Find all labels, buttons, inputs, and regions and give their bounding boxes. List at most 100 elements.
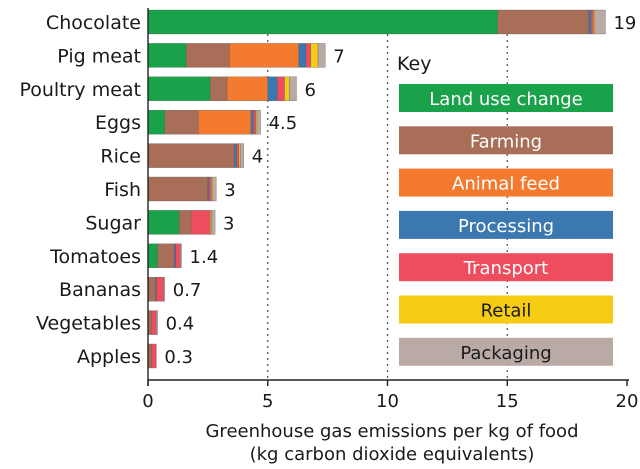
- category-label: Tomatoes: [49, 246, 141, 268]
- legend-title: Key: [397, 53, 431, 75]
- legend: Key Land use change Farming Animal feed Pro…: [397, 53, 613, 366]
- category-label: Pig meat: [57, 45, 141, 67]
- bar-segment-poultry-meat-transport: [277, 76, 285, 101]
- x-axis-title: Greenhouse gas emissions per kg of food: [205, 421, 578, 442]
- legend-swatch: [399, 168, 613, 197]
- bar-segment-poultry-meat-retail: [284, 76, 290, 101]
- bars: [147, 9, 606, 369]
- legend-swatch: [399, 210, 613, 239]
- bar-segment-rice-farming: [147, 143, 235, 168]
- bar-segment-tomatoes-land-use-change: [147, 243, 158, 268]
- bar-segment-rice-packaging: [240, 143, 244, 168]
- category-labels: Chocolate Pig meat Poultry meat Eggs Rice Fis…: [19, 12, 141, 368]
- x-axis: 0 5 10 15 20: [142, 8, 638, 412]
- bar-segment-poultry-meat-farming: [210, 76, 228, 101]
- legend-label: Transport: [463, 258, 548, 279]
- bar-segment-tomatoes-transport: [175, 243, 181, 268]
- legend-label: Animal feed: [452, 174, 560, 195]
- legend-swatch: [399, 295, 613, 324]
- bar-segment-fish-retail: [211, 176, 213, 202]
- bar-segment-chocolate-farming: [497, 9, 589, 35]
- bar-segment-sugar-farming: [178, 210, 192, 235]
- total-value-label: 1.4: [190, 247, 219, 268]
- legend-swatch: [399, 337, 613, 366]
- bar-segment-fish-processing: [207, 176, 210, 202]
- bar-segment-bananas-processing: [155, 277, 157, 302]
- bar-segment-eggs-packaging: [256, 110, 261, 135]
- bar-segment-eggs-processing: [250, 110, 254, 135]
- bar-segment-fish-transport: [208, 176, 212, 202]
- x-tick-label: 15: [496, 391, 519, 412]
- bar-segment-eggs-animal-feed: [198, 110, 252, 135]
- legend-label: Retail: [481, 301, 532, 322]
- category-label: Bananas: [59, 279, 141, 301]
- category-label: Sugar: [85, 212, 141, 234]
- bar-segment-bananas-farming: [147, 277, 156, 302]
- total-value-label: 4.5: [269, 113, 298, 134]
- category-label: Chocolate: [46, 12, 141, 34]
- category-label: Eggs: [95, 112, 141, 134]
- x-tick-label: 0: [142, 391, 153, 412]
- bar-segment-rice-retail: [238, 143, 241, 168]
- bar-segment-vegetables-packaging: [156, 310, 158, 335]
- bar-segment-chocolate-transport: [590, 9, 594, 35]
- bar-segment-eggs-land-use-change: [147, 110, 165, 135]
- category-label: Vegetables: [36, 313, 141, 335]
- bar-segment-pig-meat-processing: [298, 43, 307, 68]
- bar-segment-tomatoes-packaging: [180, 243, 182, 268]
- bar-segment-chocolate-land-use-change: [147, 9, 498, 35]
- total-value-label: 3: [224, 180, 235, 201]
- bar-segment-poultry-meat-land-use-change: [147, 76, 211, 101]
- bar-segment-pig-meat-farming: [186, 43, 230, 68]
- legend-label: Packaging: [460, 343, 551, 364]
- bar-segment-eggs-transport: [253, 110, 256, 135]
- category-label: Apples: [77, 346, 141, 368]
- bar-segment-fish-farming: [147, 176, 209, 202]
- legend-swatch: [399, 126, 613, 155]
- category-label: Poultry meat: [19, 79, 141, 101]
- bar-segment-apples-transport: [151, 343, 157, 369]
- bar-segment-fish-packaging: [212, 176, 217, 202]
- x-tick-label: 10: [376, 391, 399, 412]
- bar-segment-sugar-land-use-change: [147, 210, 180, 235]
- total-value-label: 4: [252, 147, 263, 168]
- bar-segment-rice-processing: [234, 143, 237, 168]
- x-axis-subtitle: (kg carbon dioxide equivalents): [250, 444, 535, 465]
- total-value-label: 0.7: [173, 280, 202, 301]
- total-value-label: 0.3: [164, 347, 193, 368]
- bar-segment-pig-meat-land-use-change: [147, 43, 187, 68]
- bar-segment-rice-transport: [236, 143, 240, 168]
- bar-segment-sugar-packaging: [211, 210, 216, 235]
- total-value-label: 3: [223, 213, 234, 234]
- x-tick-label: 20: [616, 391, 639, 412]
- bar-segment-chocolate-packaging: [594, 9, 606, 35]
- bar-segment-pig-meat-transport: [305, 43, 312, 68]
- total-value-label: 19: [613, 13, 636, 34]
- bar-segment-tomatoes-processing: [174, 243, 176, 268]
- category-label: Fish: [104, 179, 141, 201]
- bar-segment-vegetables-transport: [151, 310, 157, 335]
- bar-segment-poultry-meat-processing: [267, 76, 278, 101]
- bar-segment-eggs-retail: [255, 110, 258, 135]
- bar-segment-pig-meat-retail: [310, 43, 319, 68]
- bar-segment-pig-meat-animal-feed: [229, 43, 300, 68]
- grid-lines: [267, 10, 508, 380]
- bar-segment-bananas-transport: [156, 277, 164, 302]
- legend-swatch: [399, 253, 613, 282]
- bar-segment-poultry-meat-animal-feed: [226, 76, 268, 101]
- category-label: Rice: [100, 146, 141, 168]
- legend-label: Land use change: [429, 89, 582, 110]
- bar-segment-pig-meat-packaging: [317, 43, 326, 68]
- bar-segment-bananas-packaging: [163, 277, 165, 302]
- total-value-label: 0.4: [166, 314, 195, 335]
- bar-segment-chocolate-retail: [593, 9, 595, 35]
- bar-segment-poultry-meat-packaging: [289, 76, 297, 101]
- bar-segment-eggs-farming: [164, 110, 199, 135]
- total-value-label: 6: [304, 80, 315, 101]
- total-value-label: 7: [333, 46, 344, 67]
- legend-label: Farming: [470, 131, 542, 152]
- bar-segment-sugar-transport: [190, 210, 211, 235]
